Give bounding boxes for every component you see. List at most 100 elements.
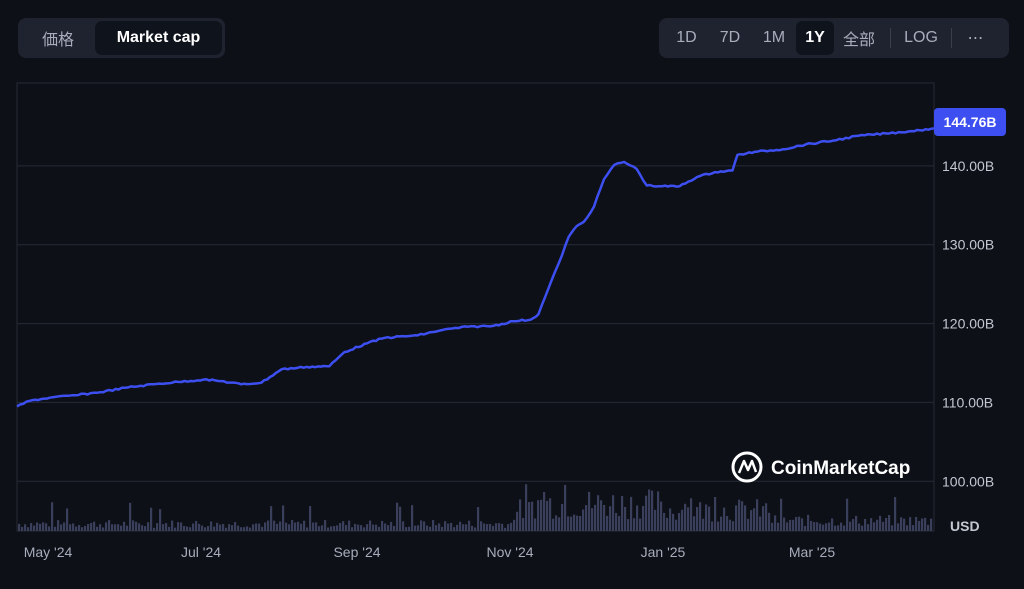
volume-bar — [780, 498, 783, 531]
volume-bar — [678, 513, 681, 531]
volume-bar — [48, 526, 51, 531]
volume-bar — [531, 501, 534, 531]
y-tick-label: 130.00B — [942, 237, 994, 253]
range-1y-button[interactable]: 1Y — [796, 21, 834, 55]
volume-bar — [342, 521, 345, 531]
volume-bar — [432, 520, 435, 531]
volume-bar — [621, 495, 624, 531]
volume-bar — [285, 522, 288, 531]
volume-bar — [45, 523, 48, 531]
volume-bar — [564, 484, 567, 531]
volume-bar — [357, 524, 360, 531]
volume-bar — [801, 518, 804, 531]
volume-bar — [180, 522, 183, 531]
range-1d-button[interactable]: 1D — [676, 29, 697, 46]
volume-bar — [330, 526, 333, 531]
volume-bar — [18, 523, 21, 531]
watermark-text: CoinMarketCap — [771, 458, 910, 479]
volume-bar — [924, 517, 927, 531]
volume-bar — [240, 527, 243, 531]
volume-bar — [804, 525, 807, 531]
volume-bar — [690, 498, 693, 531]
volume-bar — [711, 521, 714, 531]
volume-bar — [615, 512, 618, 531]
volume-bar — [702, 518, 705, 531]
volume-bar — [270, 506, 273, 531]
volume-bar — [426, 525, 429, 531]
volume-bars — [18, 484, 933, 531]
volume-bar — [822, 524, 825, 531]
tab-market-cap[interactable]: Market cap — [95, 21, 222, 55]
volume-bar — [555, 515, 558, 531]
volume-bar — [495, 523, 498, 531]
volume-bar — [66, 508, 69, 531]
volume-bar — [90, 522, 93, 531]
volume-bar — [783, 517, 786, 531]
volume-bar — [225, 527, 228, 531]
volume-bar — [21, 526, 24, 531]
volume-bar — [567, 516, 570, 531]
volume-bar — [204, 527, 207, 531]
volume-bar — [120, 525, 123, 531]
range-divider — [951, 28, 952, 48]
volume-bar — [606, 515, 609, 531]
currency-label: USD — [950, 518, 980, 534]
log-scale-button[interactable]: LOG — [904, 29, 938, 46]
volume-bar — [630, 496, 633, 531]
volume-bar — [213, 526, 216, 531]
volume-bar — [414, 525, 417, 531]
volume-bar — [552, 518, 555, 531]
volume-bar — [570, 516, 573, 531]
volume-bar — [468, 520, 471, 531]
volume-bar — [351, 527, 354, 531]
volume-bar — [594, 504, 597, 531]
volume-bar — [312, 522, 315, 531]
x-tick-label: May '24 — [24, 544, 73, 560]
volume-bar — [582, 509, 585, 531]
volume-bar — [753, 508, 756, 531]
volume-bar — [729, 519, 732, 531]
volume-bar — [636, 505, 639, 531]
volume-bar — [762, 506, 765, 531]
volume-bar — [735, 505, 738, 531]
volume-bar — [36, 522, 39, 531]
x-tick-label: Sep '24 — [333, 544, 380, 560]
tab-price[interactable]: 価格 — [41, 32, 74, 49]
range-all-button[interactable]: 全部 — [842, 32, 875, 49]
range-1m-button[interactable]: 1M — [762, 29, 786, 46]
volume-bar — [183, 525, 186, 531]
volume-bar — [456, 524, 459, 531]
volume-bar — [237, 525, 240, 531]
volume-bar — [114, 524, 117, 531]
volume-bar — [267, 520, 270, 531]
volume-bar — [507, 524, 510, 531]
volume-bar — [546, 500, 549, 531]
x-tick-label: Nov '24 — [486, 544, 533, 560]
volume-bar — [750, 510, 753, 531]
volume-bar — [660, 501, 663, 531]
volume-bar — [909, 517, 912, 531]
volume-bar — [60, 524, 63, 531]
chart-type-toggle: 価格 Market cap — [18, 18, 225, 58]
volume-bar — [651, 490, 654, 531]
volume-bar — [639, 518, 642, 531]
volume-bar — [852, 519, 855, 531]
volume-bar — [195, 521, 198, 531]
volume-bar — [792, 519, 795, 531]
volume-bar — [576, 515, 579, 531]
volume-bar — [132, 520, 135, 531]
volume-bar — [147, 522, 150, 531]
volume-bar — [642, 505, 645, 531]
volume-bar — [84, 525, 87, 531]
volume-bar — [303, 520, 306, 531]
range-7d-button[interactable]: 7D — [719, 29, 741, 46]
more-options-icon[interactable]: ⋯ — [967, 30, 985, 47]
volume-bar — [360, 525, 363, 531]
volume-bar — [252, 524, 255, 531]
volume-bar — [453, 527, 456, 531]
volume-bar — [741, 501, 744, 531]
volume-bar — [714, 497, 717, 531]
volume-bar — [402, 521, 405, 531]
volume-bar — [882, 521, 885, 531]
volume-bar — [732, 521, 735, 531]
